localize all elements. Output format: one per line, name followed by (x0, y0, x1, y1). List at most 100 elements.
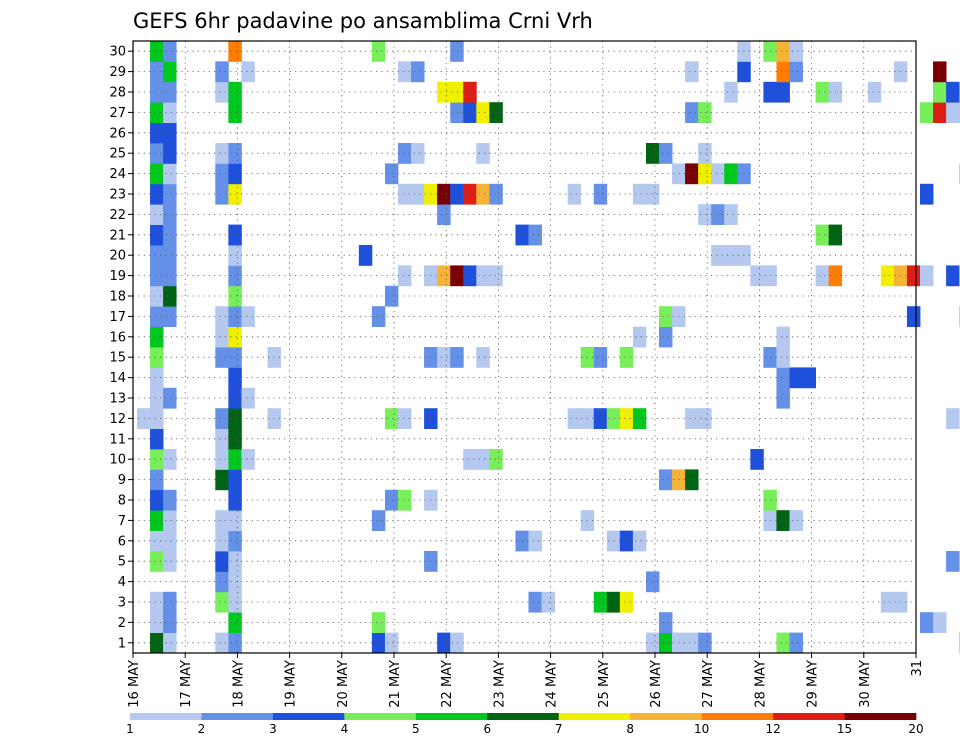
precip-cell (150, 81, 164, 103)
precip-cell (371, 41, 386, 62)
precip-cell (763, 489, 777, 511)
precip-cell (228, 571, 242, 593)
precip-cell (632, 183, 647, 205)
legend-label: 7 (555, 722, 563, 736)
y-tick-label: 10 (109, 453, 126, 468)
x-tick-label: 25 MAY (597, 660, 612, 708)
precip-cell (228, 591, 242, 613)
precip-cell (150, 285, 164, 307)
x-tick-label: 16 MAY (127, 660, 142, 708)
y-tick-label: 21 (109, 228, 126, 243)
precip-cell (228, 408, 242, 429)
x-tick-label: 21 MAY (388, 660, 403, 708)
precip-cell (659, 143, 673, 164)
precip-cell (685, 163, 699, 185)
precip-cell (632, 530, 647, 552)
precip-cell (215, 61, 229, 83)
precip-cell (920, 102, 934, 123)
legend-label: 12 (765, 722, 780, 736)
x-tick-label: 30 MAY (858, 660, 873, 708)
grid-lines (133, 41, 916, 653)
precip-cell (150, 408, 164, 429)
precip-cell (228, 489, 242, 511)
precip-cell (763, 41, 777, 62)
precip-cell (163, 224, 177, 246)
precip-cell (150, 367, 164, 389)
precip-cell (384, 408, 399, 429)
precip-cell (215, 591, 229, 613)
precip-cell (789, 61, 803, 83)
y-tick-label: 22 (109, 208, 126, 223)
precip-cell (228, 81, 242, 103)
precip-cell (450, 41, 464, 62)
y-tick-label: 13 (109, 392, 126, 407)
precip-cell (711, 163, 725, 185)
y-tick-label: 12 (109, 412, 126, 427)
precip-cell (384, 285, 399, 307)
precip-cell (476, 265, 490, 287)
precip-cell (946, 551, 960, 572)
precip-cell (150, 61, 164, 83)
precip-cell (228, 367, 242, 389)
legend-swatch (701, 713, 774, 720)
legend-label: 10 (694, 722, 709, 736)
precip-cell (150, 387, 164, 409)
x-tick-label: 18 MAY (231, 660, 246, 708)
precip-cell (163, 489, 177, 511)
precip-cell (645, 143, 660, 164)
y-tick-label: 8 (118, 494, 126, 509)
precip-cell (659, 612, 673, 633)
legend-swatch (630, 713, 702, 720)
precip-cell (750, 449, 764, 470)
y-tick-label: 24 (109, 167, 126, 182)
y-tick-label: 17 (109, 310, 126, 325)
precip-cell (163, 41, 177, 62)
precip-cell (920, 612, 934, 633)
precip-cell (371, 306, 386, 327)
precip-cell (163, 204, 177, 225)
precip-cell (789, 367, 803, 389)
legend-label: 4 (341, 722, 349, 736)
x-tick-label: 17 MAY (179, 660, 194, 708)
y-tick-label: 14 (109, 371, 126, 386)
precip-cell (946, 265, 960, 287)
legend-label: 5 (412, 722, 420, 736)
precip-cell (619, 591, 634, 613)
precip-cell (437, 81, 451, 103)
x-tick-label: 20 MAY (336, 660, 351, 708)
precip-cell (606, 530, 621, 552)
legend-swatch (415, 713, 488, 720)
legend-label: 20 (908, 722, 923, 736)
precip-cell (398, 61, 412, 83)
data-cells (137, 41, 960, 654)
precip-cell (150, 489, 164, 511)
precip-cell (593, 347, 608, 368)
precip-cell (384, 632, 399, 654)
precip-cell (215, 163, 229, 185)
precip-cell (763, 510, 777, 531)
precip-cell (228, 632, 242, 654)
precip-cell (606, 591, 621, 613)
precip-cell (541, 591, 555, 613)
y-tick-label: 2 (118, 616, 126, 631)
precip-cell (776, 510, 790, 531)
precip-cell (619, 530, 634, 552)
precip-cell (215, 632, 229, 654)
precip-cell (593, 591, 608, 613)
precip-cell (163, 265, 177, 287)
precip-cell (776, 326, 790, 348)
precip-cell (163, 530, 177, 552)
precip-cell (450, 81, 464, 103)
precip-cell (215, 306, 229, 327)
precip-cell (228, 245, 242, 266)
precip-cell (150, 163, 164, 185)
precip-cell (215, 449, 229, 470)
precip-cell (476, 183, 490, 205)
precip-cell (150, 449, 164, 470)
precip-cell (398, 265, 412, 287)
precip-cell (711, 204, 725, 225)
precip-cell (946, 408, 960, 429)
chart-title: GEFS 6hr padavine po ansamblima Crni Vrh (133, 9, 593, 33)
precip-cell (802, 367, 816, 389)
